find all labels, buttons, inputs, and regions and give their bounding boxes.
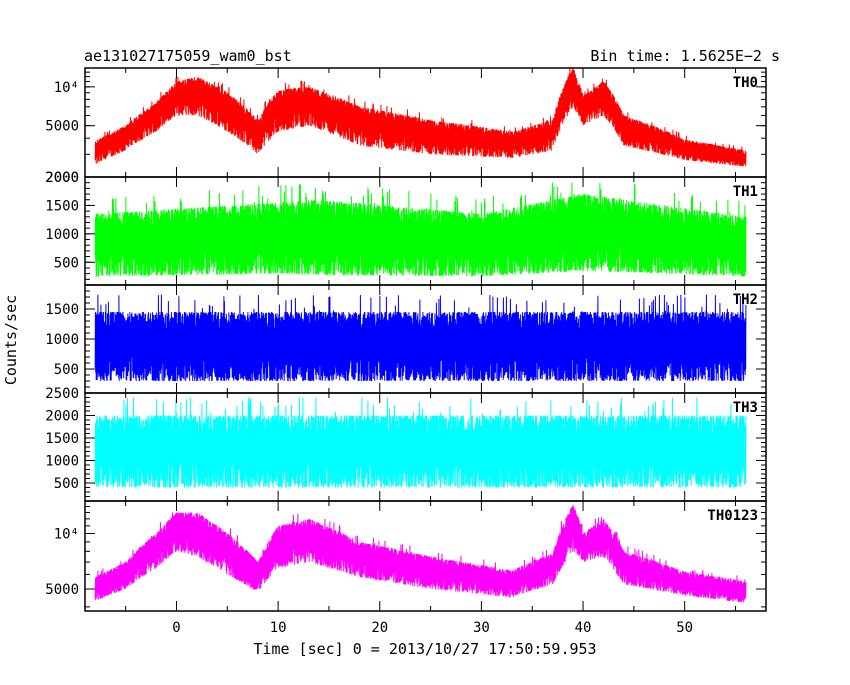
panel-label-th0123: TH0123	[707, 508, 758, 524]
panel-th2: 500 1000 1500 TH2	[45, 284, 767, 394]
observation-id-title: ae131027175059_wam0_bst	[84, 47, 292, 65]
y-tick-label: 2000	[45, 409, 79, 425]
y-tick-label: 10⁴	[54, 526, 79, 542]
y-tick-label: 500	[54, 476, 79, 492]
series-th2-line	[94, 294, 747, 382]
panel-th1: 500 1000 1500 2000 TH1	[45, 170, 767, 286]
y-tick-label: 10⁴	[54, 80, 79, 96]
y-tick-label: 1500	[45, 198, 79, 214]
x-tick-label: 20	[371, 620, 388, 636]
series-th0-line	[94, 68, 747, 167]
panel-th3: 500 1000 1500 2000 2500 TH3	[45, 386, 767, 502]
x-tick-label: 40	[575, 620, 592, 636]
panel-th0: 2000 5000 10⁴ TH0	[45, 67, 767, 186]
y-tick-label: 500	[54, 255, 79, 271]
panel-label-th1: TH1	[733, 184, 758, 200]
y-tick-label: 2000	[45, 170, 79, 186]
y-tick-label: 5000	[45, 582, 79, 598]
x-axis-label: Time [sec] 0 = 2013/10/27 17:50:59.953	[253, 640, 596, 658]
panel-label-th3: TH3	[733, 400, 758, 416]
y-tick-label: 500	[54, 362, 79, 378]
y-tick-label: 1000	[45, 332, 79, 348]
y-tick-label: 2500	[45, 386, 79, 402]
panel-th0123: 5000 10⁴ TH0123	[45, 500, 767, 612]
panel-frame	[84, 500, 767, 612]
series-th3-line	[94, 397, 747, 488]
panel-label-th0: TH0	[733, 75, 758, 91]
y-tick-label: 1500	[45, 431, 79, 447]
x-tick-label: 10	[270, 620, 287, 636]
series-th1-line	[94, 182, 747, 277]
y-axis-label: Counts/sec	[2, 295, 20, 385]
x-axis-ticks: 0 10 20 30 40 50	[172, 620, 693, 636]
bin-time-label: Bin time: 1.5625E−2 s	[590, 47, 780, 65]
panels-group: 2000 5000 10⁴ TH0 500 1000 1500 2000 TH1 500 1000 1…	[45, 67, 767, 612]
y-tick-label: 1000	[45, 227, 79, 243]
y-tick-label: 1000	[45, 454, 79, 470]
x-tick-label: 0	[172, 620, 180, 636]
y-tick-label: 5000	[45, 119, 79, 135]
panel-label-th2: TH2	[733, 292, 758, 308]
y-tick-label: 1500	[45, 302, 79, 318]
series-th0123-line	[94, 505, 747, 603]
y-tick-label: 2000	[45, 170, 79, 186]
x-tick-label: 30	[473, 620, 490, 636]
x-tick-label: 50	[676, 620, 693, 636]
